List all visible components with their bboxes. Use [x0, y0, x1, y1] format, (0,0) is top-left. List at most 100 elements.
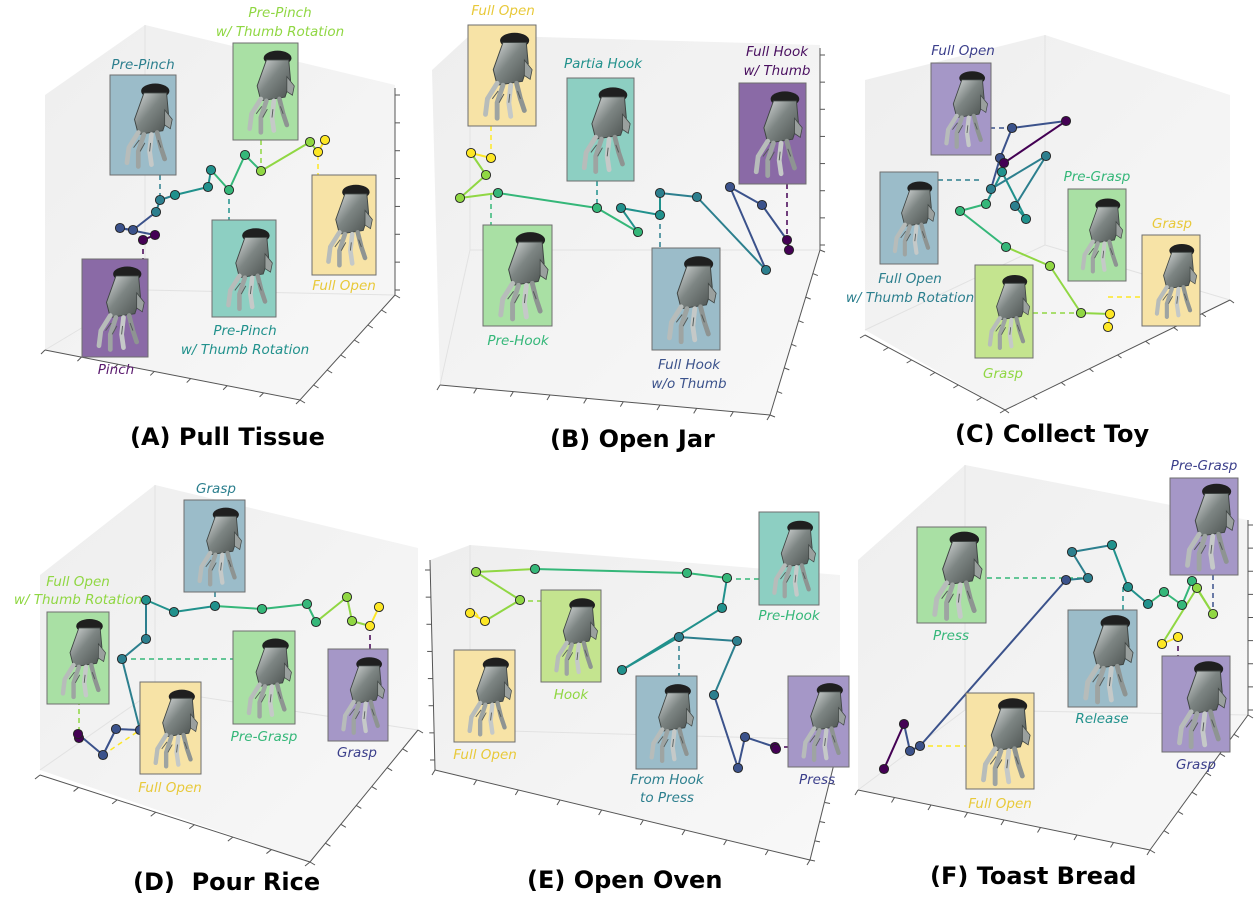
trajectory-point: [202, 181, 214, 193]
trajectory-point: [373, 601, 385, 613]
trajectory-point: [1040, 150, 1052, 162]
trajectory-segment: [713, 640, 738, 696]
label-f-full-open: Full Open: [968, 796, 1032, 812]
trajectory-segment: [484, 599, 521, 622]
axis-tick: [304, 861, 311, 867]
trajectory-e: [464, 563, 782, 774]
trajectory-segment: [1003, 120, 1067, 164]
axis-tick: [1110, 842, 1114, 848]
trajectory-point: [114, 222, 126, 234]
axis-tick: [729, 411, 734, 417]
axis-tick: [1000, 819, 1005, 826]
label-f-grasp: Grasp: [1176, 757, 1216, 773]
trajectory-segment: [214, 605, 263, 610]
trajectory-point: [485, 152, 497, 164]
axis-tick: [149, 371, 155, 376]
axis-tick: [927, 804, 932, 811]
label-d-full-open-thumb-1: Full Open: [46, 574, 110, 590]
trajectory-segment: [534, 568, 688, 574]
trajectory-point: [716, 602, 728, 614]
trajectory-point: [732, 762, 744, 774]
label-b-full-hook-thumb-2: w/ Thumb: [744, 63, 811, 79]
trajectory-point: [140, 633, 152, 645]
trajectory-point: [1000, 241, 1012, 253]
trajectory-segment: [121, 638, 147, 660]
thumb-e-press: [787, 675, 850, 768]
trajectory-point: [1207, 608, 1219, 620]
trajectory-segment: [713, 694, 739, 769]
label-c-grasp-lime: Grasp: [983, 366, 1023, 382]
axis-ticks: [34, 54, 1254, 867]
thumb-a-pre-pinch-thumb-bottom: [211, 219, 277, 318]
trajectory-point: [756, 199, 768, 211]
trajectory-segment: [228, 154, 246, 191]
thumb-b-full-hook-wo: [651, 247, 721, 351]
trajectory-point: [364, 620, 376, 632]
axis-tick: [619, 401, 624, 407]
trajectory-segment: [261, 603, 308, 610]
trajectory-point: [878, 763, 890, 775]
thumb-e-pre-hook: [758, 511, 820, 606]
thumb-d-full-open-thumb: [46, 611, 110, 705]
axis-tick: [798, 320, 804, 324]
label-d-full-open-thumb-2: w/ Thumb Rotation: [14, 592, 142, 608]
axis-tick: [1073, 834, 1078, 841]
trajectory-f: [878, 539, 1219, 775]
thumb-b-full-hook-thumb: [738, 82, 807, 185]
axis-tick: [325, 842, 331, 847]
trajectory-point: [632, 226, 644, 238]
axis-tick: [953, 384, 959, 389]
thumb-f-full-open: [965, 692, 1035, 790]
trajectory-point: [770, 743, 782, 755]
trajectory-point: [150, 206, 162, 218]
thumb-c-grasp-lime: [974, 264, 1034, 359]
trajectory-point: [116, 653, 128, 665]
label-d-pre-grasp: Pre-Grasp: [231, 729, 298, 745]
axis-tick: [809, 859, 816, 862]
thumb-a-pre-pinch: [109, 74, 177, 176]
thumb-a-pre-pinch-thumb-top: [232, 42, 299, 141]
thumb-b-full-open: [467, 24, 537, 127]
label-e-full-open: Full Open: [453, 747, 517, 763]
trajectory-point: [1191, 582, 1203, 594]
axis-tick: [1032, 395, 1038, 400]
thumb-e-full-open: [453, 649, 516, 743]
label-d-full-open: Full Open: [138, 780, 202, 796]
axis-tick: [371, 786, 377, 791]
trajectory-point: [1142, 598, 1154, 610]
axis-tick: [111, 799, 118, 805]
axis-tick: [819, 821, 826, 824]
axis-tick: [764, 849, 769, 856]
trajectory-point: [168, 606, 180, 618]
trajectory-point: [255, 165, 267, 177]
thumb-d-grasp-purple: [327, 648, 389, 742]
axis-tick: [1233, 733, 1240, 738]
axis-tick: [964, 812, 968, 818]
trajectory-point: [209, 600, 221, 612]
trajectory-segment: [121, 658, 141, 731]
thumb-b-partia-hook: [566, 77, 635, 182]
trajectory-point: [708, 689, 720, 701]
trajectory-c: [954, 115, 1116, 333]
trajectory-segment: [1011, 120, 1067, 129]
axis-tick: [227, 836, 234, 842]
axis-tick: [431, 769, 436, 776]
axis-tick: [1177, 810, 1184, 815]
label-f-release: Release: [1075, 711, 1128, 727]
axis-tick: [1163, 830, 1170, 835]
axis-tick: [546, 394, 551, 401]
label-a-full-open: Full Open: [312, 278, 376, 294]
axis-tick: [1173, 327, 1179, 331]
trajectory-point: [341, 591, 353, 603]
thumb-a-full-open: [311, 174, 377, 276]
trajectory-point: [591, 202, 603, 214]
trajectory-point: [312, 146, 324, 158]
trajectory-point: [739, 731, 751, 743]
trajectory-point: [781, 234, 793, 246]
axis-tick: [806, 859, 811, 866]
axis-tick: [340, 823, 347, 828]
trajectory-point: [616, 664, 628, 676]
axis-tick: [1089, 368, 1094, 373]
trajectory-segment: [459, 174, 487, 199]
